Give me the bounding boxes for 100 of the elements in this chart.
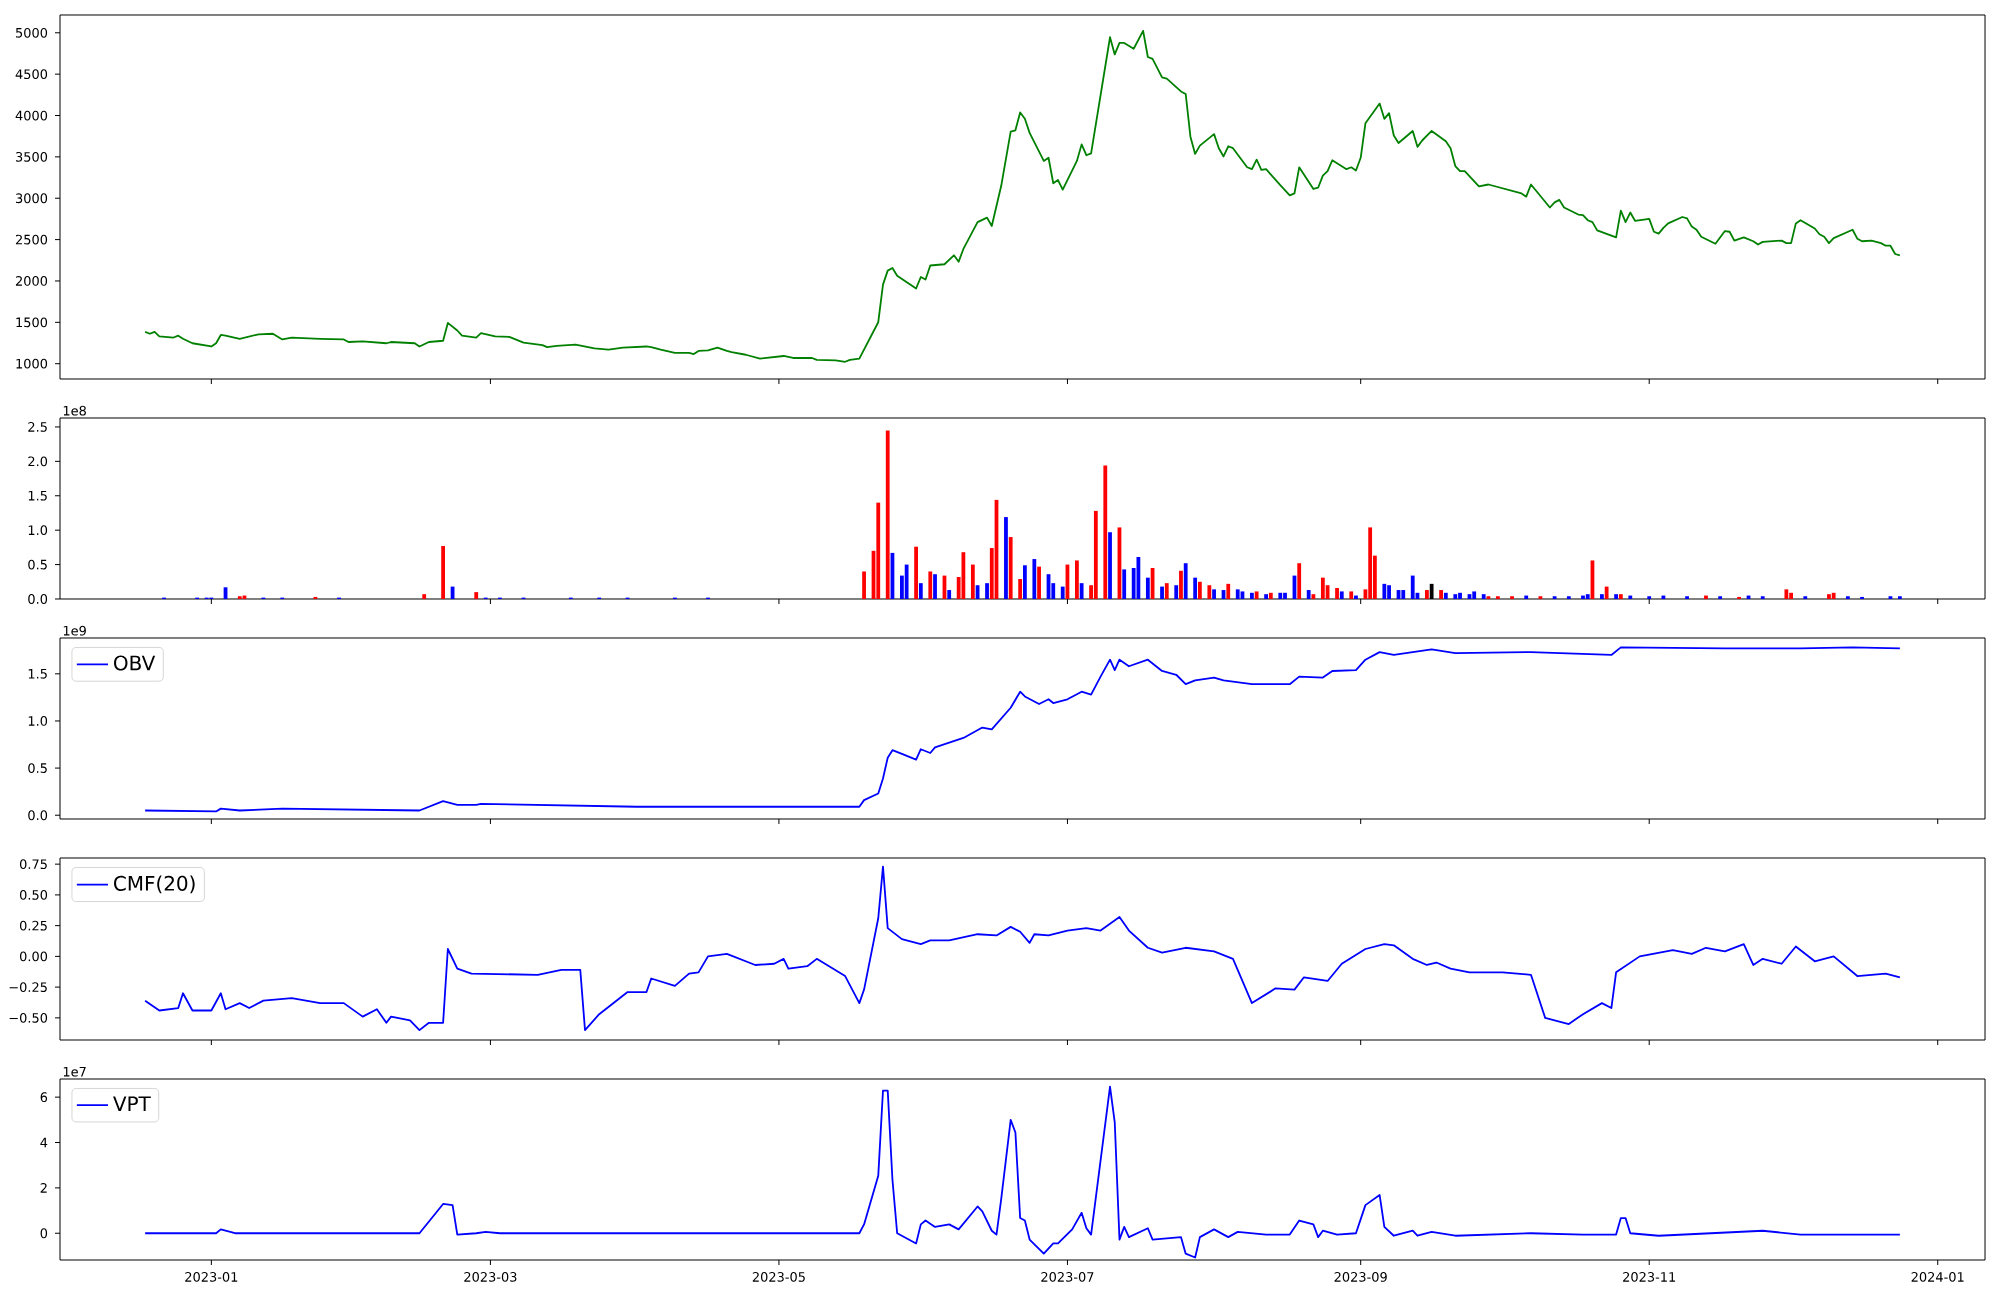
y-tick-label: 0.00 — [19, 951, 48, 962]
bar — [1018, 579, 1023, 599]
bar — [422, 594, 427, 599]
x-tick-label: 2023-03 — [464, 1272, 517, 1282]
bar — [1784, 589, 1789, 599]
bar — [1718, 596, 1723, 599]
bar — [1410, 575, 1415, 599]
bar — [1320, 577, 1325, 599]
bar — [1618, 594, 1623, 599]
bar — [1604, 586, 1609, 599]
bar — [1075, 560, 1079, 599]
bar — [985, 583, 989, 599]
bar — [1306, 590, 1311, 599]
bar — [1226, 583, 1231, 599]
bar — [1453, 594, 1458, 599]
bar — [1145, 577, 1150, 599]
x-tick-label: 2023-09 — [1334, 1272, 1387, 1282]
bar — [1264, 594, 1268, 599]
bar — [1174, 585, 1179, 599]
y-tick-label: 1.5 — [28, 490, 47, 501]
bar — [970, 564, 975, 599]
y-tick-label: 0.50 — [19, 890, 48, 900]
y-tick-label: 0.0 — [28, 810, 48, 821]
x-tick-label: 2023-01 — [185, 1272, 238, 1282]
bar — [1335, 587, 1339, 599]
y-tick-label: 1.5 — [28, 669, 47, 679]
bar — [1079, 583, 1084, 599]
y-tick-label: 2 — [40, 1183, 47, 1193]
bar — [1268, 592, 1273, 599]
bar — [1250, 592, 1254, 599]
bar — [1093, 510, 1098, 599]
bar — [1183, 563, 1188, 599]
bar — [1032, 559, 1037, 599]
bar — [1122, 569, 1127, 599]
bar — [1831, 592, 1836, 599]
bar — [1103, 465, 1108, 599]
y-tick-label: −0.25 — [9, 982, 47, 993]
bar — [1888, 596, 1893, 599]
y-tick-label: 2.5 — [28, 422, 47, 432]
bar — [928, 571, 933, 599]
bar — [237, 596, 242, 599]
y-tick-label: 3000 — [16, 193, 48, 204]
y-tick-label: 1000 — [16, 358, 48, 369]
bar — [1037, 566, 1041, 599]
legend-label: CMF(20) — [114, 875, 195, 894]
bar — [947, 590, 952, 599]
y-tick-label: 4 — [40, 1137, 48, 1148]
y-tick-label: 4000 — [15, 110, 48, 121]
bar — [1524, 595, 1529, 599]
bar — [1254, 591, 1259, 599]
bar — [1297, 563, 1302, 599]
bar — [1160, 586, 1164, 599]
y-tick-label: 3500 — [16, 151, 48, 162]
y-tick-label: 2.0 — [28, 456, 48, 467]
bar — [1008, 537, 1013, 599]
y-tick-label: 0.0 — [28, 594, 48, 604]
bar — [1614, 594, 1618, 599]
bar — [441, 546, 446, 599]
bar — [1354, 595, 1358, 599]
y-tick-label: 0.25 — [19, 920, 47, 931]
bar — [1552, 596, 1557, 599]
bar — [474, 592, 479, 599]
x-tick-label: 2023-07 — [1041, 1272, 1094, 1282]
y-tick-label: 2000 — [15, 276, 48, 286]
y-tick-label: 1.0 — [28, 716, 48, 726]
bar — [1481, 594, 1486, 599]
bar — [1495, 596, 1500, 599]
bar — [862, 571, 866, 599]
bar — [1538, 596, 1543, 599]
bar — [1585, 594, 1590, 599]
bar — [1212, 589, 1216, 599]
y-tick-label: 0 — [40, 1228, 48, 1239]
bar — [914, 546, 918, 599]
bar — [933, 574, 937, 599]
y-tick-label: 6 — [40, 1092, 48, 1103]
bar — [1004, 517, 1008, 599]
bar — [876, 502, 881, 599]
bar — [1685, 596, 1689, 599]
text: 1e9 — [63, 625, 86, 636]
bar — [1860, 596, 1864, 599]
bar — [1197, 581, 1202, 599]
y-tick-label: 1.0 — [28, 525, 48, 536]
legend-label: VPT — [113, 1096, 151, 1111]
y-tick-label: 0.5 — [28, 763, 47, 773]
y-tick-label: −0.50 — [9, 1012, 48, 1023]
bar — [885, 430, 890, 599]
y-tick-label: 0.75 — [19, 859, 47, 870]
bar — [1628, 595, 1633, 599]
line-series — [144, 29, 1901, 363]
bar — [1803, 596, 1808, 599]
bar — [1193, 577, 1198, 599]
bar — [1060, 586, 1065, 599]
bar — [1566, 596, 1571, 599]
bar — [1704, 595, 1708, 599]
bar — [1164, 583, 1169, 599]
text: 1e8 — [63, 405, 86, 416]
x-tick-label: 2023-11 — [1623, 1272, 1676, 1282]
bar — [904, 564, 909, 599]
bar — [1737, 596, 1741, 599]
bar — [1600, 594, 1604, 599]
